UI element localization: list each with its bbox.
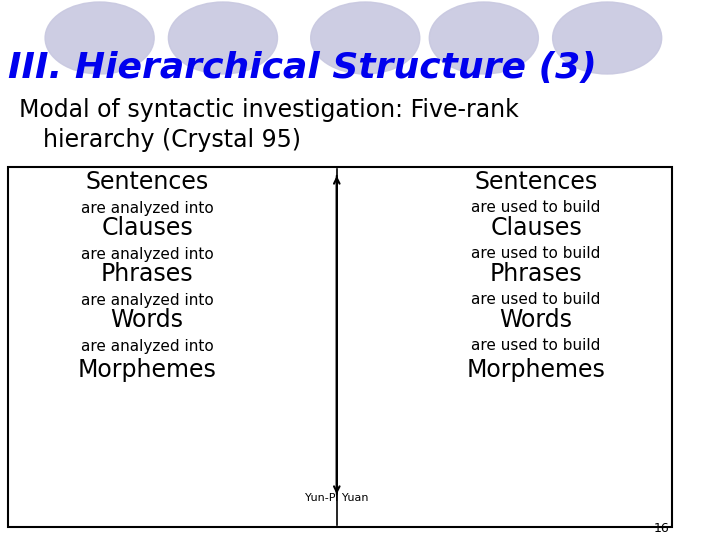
Text: 16: 16 bbox=[654, 522, 670, 535]
Text: Phrases: Phrases bbox=[490, 262, 582, 286]
Text: Morphemes: Morphemes bbox=[467, 358, 606, 382]
Text: Morphemes: Morphemes bbox=[78, 358, 217, 382]
Text: Words: Words bbox=[500, 308, 572, 332]
Bar bbox=[8, 167, 672, 527]
Text: Yun-Pi Yuan: Yun-Pi Yuan bbox=[305, 493, 369, 503]
Text: are used to build: are used to build bbox=[472, 200, 600, 215]
Text: III. Hierarchical Structure (3): III. Hierarchical Structure (3) bbox=[8, 51, 596, 85]
Ellipse shape bbox=[429, 2, 539, 74]
Text: Modal of syntactic investigation: Five-rank: Modal of syntactic investigation: Five-r… bbox=[19, 98, 518, 122]
Text: Sentences: Sentences bbox=[86, 170, 209, 194]
Text: are used to build: are used to build bbox=[472, 339, 600, 354]
Text: are analyzed into: are analyzed into bbox=[81, 339, 213, 354]
Text: are analyzed into: are analyzed into bbox=[81, 246, 213, 261]
Text: are analyzed into: are analyzed into bbox=[81, 293, 213, 307]
Text: hierarchy (Crystal 95): hierarchy (Crystal 95) bbox=[42, 128, 301, 152]
Text: Phrases: Phrases bbox=[101, 262, 194, 286]
Text: Clauses: Clauses bbox=[490, 216, 582, 240]
Text: are used to build: are used to build bbox=[472, 293, 600, 307]
Text: are analyzed into: are analyzed into bbox=[81, 200, 213, 215]
Text: are used to build: are used to build bbox=[472, 246, 600, 261]
Text: Words: Words bbox=[111, 308, 184, 332]
Ellipse shape bbox=[45, 2, 154, 74]
Ellipse shape bbox=[311, 2, 420, 74]
Ellipse shape bbox=[168, 2, 277, 74]
Ellipse shape bbox=[553, 2, 662, 74]
Text: Clauses: Clauses bbox=[102, 216, 193, 240]
Text: Sentences: Sentences bbox=[474, 170, 598, 194]
